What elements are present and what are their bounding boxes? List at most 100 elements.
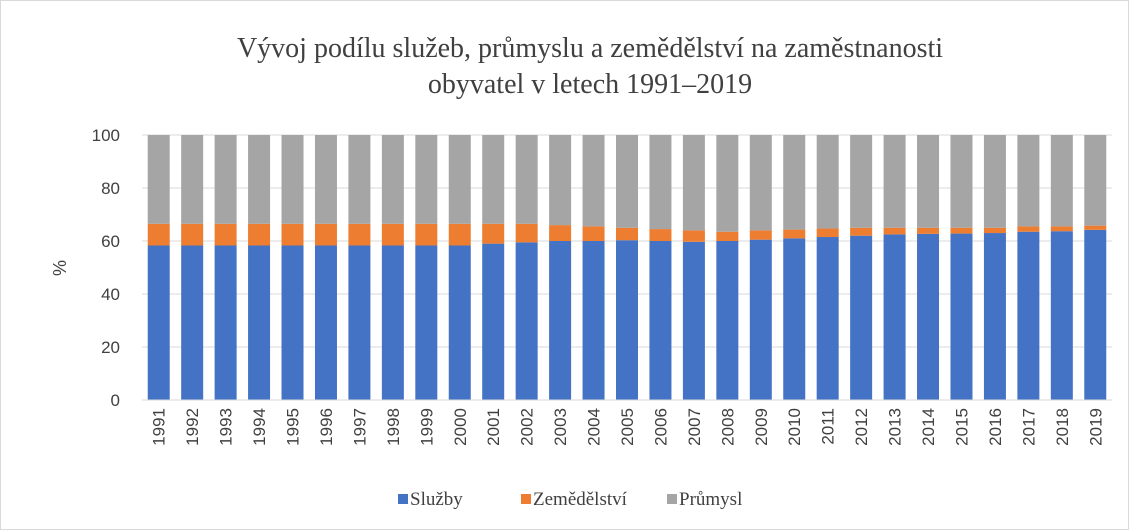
bar-segment: [682, 241, 705, 400]
y-tick-label: 60: [101, 232, 120, 251]
bar-segment: [482, 135, 505, 224]
bar-segment: [883, 234, 906, 400]
x-tick-label: 1996: [317, 408, 336, 446]
bar-segment: [816, 237, 839, 400]
bar-segment: [917, 227, 940, 234]
chart-title: obyvatel v letech 1991–2019: [428, 69, 752, 100]
legend-label: Průmysl: [679, 489, 742, 510]
bar-segment: [749, 135, 772, 231]
bar-segment: [515, 223, 538, 243]
bar-segment: [482, 223, 505, 244]
x-tick-label: 2013: [886, 408, 905, 446]
x-tick-label: 1995: [284, 408, 303, 446]
x-tick-label: 2018: [1053, 408, 1072, 446]
bar-segment: [248, 245, 271, 400]
x-tick-label: 2016: [986, 408, 1005, 446]
x-tick-label: 2007: [685, 408, 704, 446]
x-tick-label: 2004: [585, 408, 604, 446]
x-tick-label: 1998: [384, 408, 403, 446]
bar-segment: [248, 135, 271, 224]
legend-swatch: [398, 494, 408, 504]
bar-segment: [850, 235, 873, 400]
bar-segment: [147, 135, 170, 224]
x-tick-label: 2017: [1019, 408, 1038, 446]
y-tick-label: 100: [92, 126, 120, 145]
legend-swatch: [521, 494, 531, 504]
bar-segment: [1084, 135, 1107, 226]
legend-label: Zemědělství: [533, 489, 628, 510]
bar-segment: [1084, 225, 1107, 230]
bar-segment: [716, 241, 739, 400]
chart-title: Vývoj podílu služeb, průmyslu a zeměděls…: [237, 33, 943, 64]
bar-segment: [515, 135, 538, 224]
bar-segment: [1017, 226, 1040, 232]
bar-segment: [348, 135, 371, 224]
bar-segment: [816, 228, 839, 238]
bar-segment: [1084, 229, 1107, 400]
x-tick-label: 1997: [350, 408, 369, 446]
x-tick-label: 2008: [718, 408, 737, 446]
x-tick-label: 2000: [451, 408, 470, 446]
bar-segment: [783, 135, 806, 230]
bar-segment: [783, 238, 806, 400]
legend-swatch: [667, 494, 677, 504]
bar-segment: [1017, 231, 1040, 400]
bar-segment: [381, 223, 404, 246]
bar-segment: [649, 135, 672, 230]
bar-segment: [950, 233, 973, 400]
bar-segment: [348, 223, 371, 246]
bar-segment: [415, 223, 438, 246]
bar-segment: [616, 240, 638, 400]
bar-segment: [415, 135, 438, 224]
y-tick-label: 40: [101, 285, 120, 304]
x-tick-label: 2010: [785, 408, 804, 446]
bar-segment: [147, 245, 170, 400]
bar-segment: [348, 245, 371, 400]
bar-segment: [381, 135, 404, 224]
bar-segment: [716, 135, 739, 232]
y-tick-label: 80: [101, 179, 120, 198]
bar-segment: [783, 229, 806, 239]
bar-segment: [549, 225, 572, 241]
bar-segment: [850, 227, 873, 236]
bar-segment: [883, 227, 906, 235]
bar-segment: [549, 135, 572, 226]
bar-segment: [917, 135, 940, 228]
bar-segment: [381, 245, 404, 400]
bar-segment: [214, 223, 237, 246]
bar-segment: [850, 135, 873, 228]
x-tick-label: 2014: [919, 408, 938, 446]
bar-segment: [983, 135, 1006, 228]
bar-segment: [448, 135, 471, 224]
x-tick-label: 1992: [183, 408, 202, 446]
y-axis-label: %: [50, 260, 70, 276]
bar-segment: [415, 245, 438, 400]
bar-segment: [950, 227, 973, 234]
bar-segment: [314, 223, 337, 246]
bar-segment: [314, 245, 337, 400]
x-tick-label: 2012: [852, 408, 871, 446]
bar-segment: [214, 245, 237, 400]
bar-segment: [214, 135, 237, 224]
bar-segment: [515, 242, 538, 400]
x-tick-label: 2009: [752, 408, 771, 446]
bar-segment: [281, 223, 304, 246]
bar-segment: [582, 226, 605, 241]
x-tick-label: 1991: [150, 408, 169, 446]
bar-segment: [1050, 135, 1073, 227]
x-tick-label: 2011: [819, 408, 838, 445]
bar-segment: [181, 223, 204, 246]
bar-segment: [181, 245, 204, 400]
x-tick-label: 2002: [518, 408, 537, 446]
bar-segment: [616, 135, 638, 228]
bar-segment: [917, 233, 940, 400]
x-tick-label: 2001: [484, 408, 503, 446]
x-tick-label: 2003: [551, 408, 570, 446]
bar-segment: [582, 241, 605, 400]
bar-segment: [181, 135, 204, 224]
bar-segment: [682, 135, 705, 231]
bar-segment: [248, 223, 271, 246]
bar-segment: [816, 135, 839, 229]
bar-segment: [1050, 226, 1073, 232]
